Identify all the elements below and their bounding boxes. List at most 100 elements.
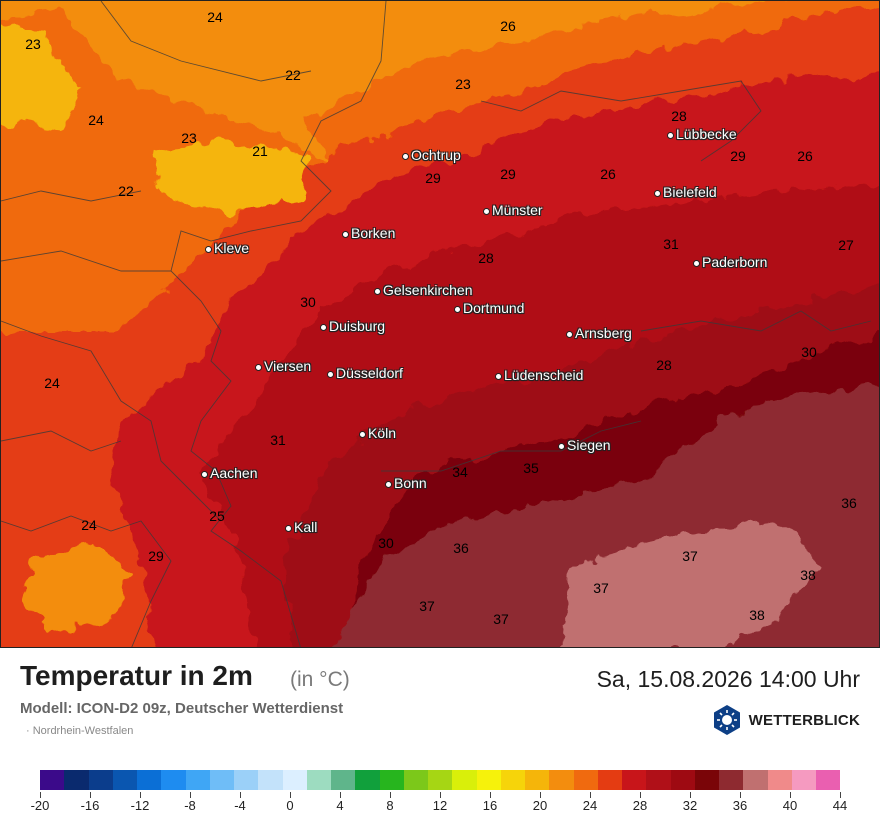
city-name: Köln (368, 425, 397, 441)
color-scale-swatch (112, 770, 137, 790)
scale-tick-label: 32 (682, 798, 698, 813)
color-scale-swatch (670, 770, 695, 790)
city-name: Bielefeld (663, 184, 717, 200)
city-dot-icon (374, 288, 381, 295)
color-scale-swatch (40, 770, 65, 790)
city-name: Aachen (210, 465, 258, 481)
temperature-value-label: 28 (671, 108, 687, 124)
temperature-value-label: 28 (656, 357, 672, 373)
wetterblick-logo-icon (713, 705, 740, 735)
color-scale-swatch (694, 770, 719, 790)
scale-tick-label: 28 (632, 798, 648, 813)
color-scale-swatch (791, 770, 816, 790)
temperature-value-label: 24 (88, 112, 104, 128)
color-scale-swatch (306, 770, 331, 790)
city-name: Münster (492, 202, 543, 218)
map-footer: Temperatur in 2m (in °C) Sa, 15.08.2026 … (0, 648, 880, 830)
temperature-value-label: 26 (797, 148, 813, 164)
temperature-value-label: 31 (270, 432, 286, 448)
temperature-value-label: 26 (500, 18, 516, 34)
temperature-value-label: 30 (378, 535, 394, 551)
color-scale-swatch (622, 770, 647, 790)
scale-tick-mark (40, 792, 41, 798)
scale-tick-mark (690, 792, 691, 798)
scale-tick-label: 4 (336, 798, 344, 813)
color-scale-swatch (767, 770, 792, 790)
scale-tick-mark (590, 792, 591, 798)
color-scale-swatch (209, 770, 234, 790)
brand-name: WETTERBLICK (748, 711, 860, 729)
color-scale-swatch (549, 770, 574, 790)
city-name: Kleve (214, 240, 250, 256)
color-scale-swatch (185, 770, 210, 790)
scale-tick-mark (90, 792, 91, 798)
scale-tick-label: -8 (184, 798, 196, 813)
temperature-map (0, 0, 880, 648)
temperature-value-label: 30 (300, 294, 316, 310)
temperature-value-label: 29 (148, 548, 164, 564)
scale-tick-mark (140, 792, 141, 798)
city-dot-icon (667, 132, 674, 139)
color-scale-swatch (743, 770, 768, 790)
scale-tick-label: -20 (30, 798, 50, 813)
city-name: Arnsberg (575, 325, 632, 341)
temperature-value-label: 21 (252, 143, 268, 159)
temperature-value-label: 28 (478, 250, 494, 266)
color-scale-swatch (88, 770, 113, 790)
city-dot-icon (402, 153, 409, 160)
scale-tick-mark (490, 792, 491, 798)
scale-tick-label: 36 (732, 798, 748, 813)
temperature-value-label: 37 (493, 611, 509, 627)
city-dot-icon (693, 260, 700, 267)
city-dot-icon (654, 190, 661, 197)
temperature-value-label: 22 (118, 183, 134, 199)
city-dot-icon (454, 306, 461, 313)
color-scale-ticks: -20 -16 -12 -8 -4 0 4 8 12 16 20 24 28 32 36 40 44 (31, 790, 847, 820)
temperature-value-label: 24 (81, 517, 97, 533)
city-dot-icon (483, 208, 490, 215)
scale-tick-mark (190, 792, 191, 798)
city-name: Ochtrup (411, 147, 461, 163)
city-name: Gelsenkirchen (383, 282, 473, 298)
model-info: Modell: ICON-D2 09z, Deutscher Wetterdie… (20, 700, 344, 717)
temperature-value-label: 23 (181, 130, 197, 146)
scale-tick-label: 44 (832, 798, 848, 813)
city-dot-icon (255, 364, 262, 371)
temperature-field (1, 1, 879, 647)
scale-tick-mark (840, 792, 841, 798)
color-scale-swatch (234, 770, 259, 790)
wetterblick-logo: WETTERBLICK (711, 703, 860, 737)
temperature-value-label: 37 (419, 598, 435, 614)
city-dot-icon (320, 324, 327, 331)
temperature-value-label: 36 (453, 540, 469, 556)
city-dot-icon (342, 231, 349, 238)
temperature-value-label: 27 (838, 237, 854, 253)
scale-tick-label: 24 (582, 798, 598, 813)
temperature-value-label: 38 (749, 607, 765, 623)
temperature-value-label: 23 (455, 76, 471, 92)
color-scale-swatch (597, 770, 622, 790)
color-scale-swatch (403, 770, 428, 790)
color-scale-swatch (379, 770, 404, 790)
city-name: Paderborn (702, 254, 768, 270)
temperature-value-label: 35 (523, 460, 539, 476)
scale-tick-mark (390, 792, 391, 798)
city-dot-icon (205, 246, 212, 253)
scale-tick-label: 8 (386, 798, 394, 813)
color-scale-swatch (816, 770, 841, 790)
color-scale-swatch (428, 770, 453, 790)
color-scale-swatch (476, 770, 501, 790)
color-scale-swatch (355, 770, 380, 790)
color-scale-swatch (258, 770, 283, 790)
city-name: Dortmund (463, 300, 525, 316)
forecast-datetime: Sa, 15.08.2026 14:00 Uhr (596, 666, 860, 692)
scale-tick-label: -4 (234, 798, 246, 813)
region-label: · Nordrhein-Westfalen (26, 725, 134, 737)
color-scale-swatch (137, 770, 162, 790)
scale-tick-label: -16 (80, 798, 100, 813)
city-dot-icon (495, 373, 502, 380)
temperature-value-label: 37 (682, 548, 698, 564)
scale-tick-label: 20 (532, 798, 548, 813)
color-scale-swatch (500, 770, 525, 790)
city-dot-icon (201, 471, 208, 478)
